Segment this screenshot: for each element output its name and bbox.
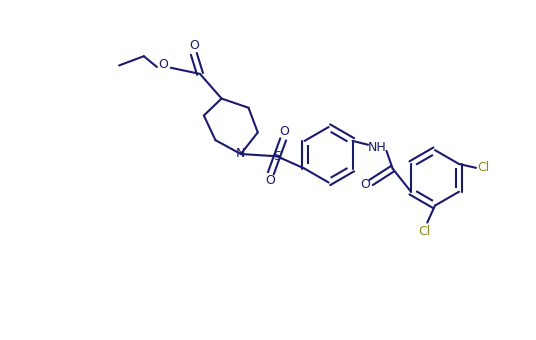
Text: O: O bbox=[158, 58, 168, 71]
Text: S: S bbox=[273, 150, 281, 163]
Text: O: O bbox=[265, 174, 275, 187]
Text: NH: NH bbox=[368, 140, 386, 154]
Text: O: O bbox=[189, 39, 199, 52]
Text: O: O bbox=[279, 125, 289, 138]
Text: Cl: Cl bbox=[418, 225, 430, 238]
Text: Cl: Cl bbox=[478, 162, 490, 174]
Text: N: N bbox=[236, 148, 245, 160]
Text: O: O bbox=[360, 178, 370, 191]
